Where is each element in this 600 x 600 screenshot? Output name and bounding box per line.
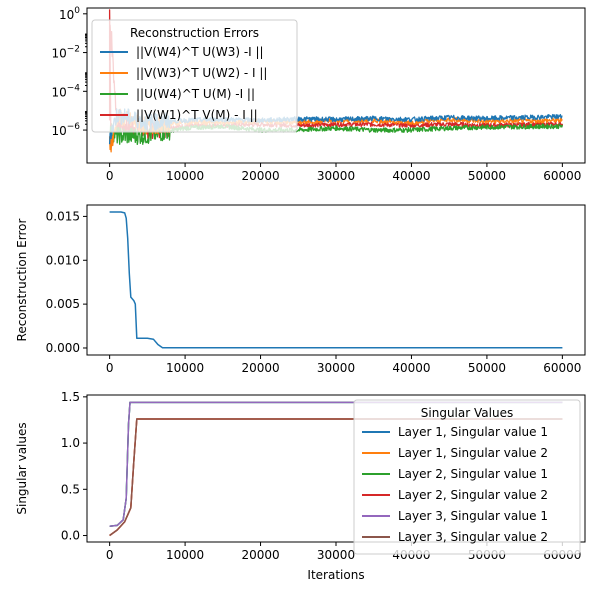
x-tick-label: 10000 [166,361,204,375]
legend-entry: Layer 1, Singular value 1 [398,425,548,439]
x-tick-label: 60000 [543,169,581,183]
y-tick-label: 0.010 [46,253,80,267]
x-axis-label: Iterations [307,568,364,582]
x-tick-label: 40000 [392,169,430,183]
x-tick-label: 0 [106,361,114,375]
x-tick-label: 0 [106,548,114,562]
legend-entry: Layer 3, Singular value 2 [398,530,548,544]
x-tick-label: 50000 [468,361,506,375]
y-tick-label: 1.5 [61,390,80,404]
x-tick-label: 30000 [317,169,355,183]
y-tick-label: 10−2 [51,45,80,61]
y-tick-label: 0.000 [46,341,80,355]
series-line [109,401,563,528]
x-tick-label: 40000 [392,361,430,375]
legend-title: Reconstruction Errors [130,26,259,40]
y-tick-label: 100 [59,6,80,22]
legend-entry: Layer 1, Singular value 2 [398,446,548,460]
y-tick-label: 0.5 [61,482,80,496]
x-tick-label: 20000 [241,548,279,562]
y-tick-label: 10−6 [51,122,80,138]
legend-entry: ||V(W4)^T U(W3) -I || [136,45,264,59]
x-tick-label: 50000 [468,169,506,183]
legend-title: Singular Values [421,406,513,420]
legend-entry: ||U(W4)^T U(M) -I || [136,87,255,101]
y-axis-label: Reconstruction Error [15,219,29,342]
series-line [109,211,563,349]
plot-reconstruction-errors-log: 0 10000 20000 30000 40000 50000 60000 100 10−2 10… [51,6,586,183]
y-tick-label: 0.0 [61,529,80,543]
x-tick-label: 30000 [317,548,355,562]
x-tick-label: 20000 [241,169,279,183]
x-tick-label: 10000 [166,169,204,183]
y-axis-label: Singular values [15,422,29,514]
y-tick-label: 10−4 [51,83,80,99]
x-tick-label: 10000 [166,548,204,562]
legend-entry: Layer 3, Singular value 1 [398,509,548,523]
x-tick-label: 60000 [543,361,581,375]
legend-box [91,19,298,133]
x-tick-label: 30000 [317,361,355,375]
plot-reconstruction-error: 0 10000 20000 30000 40000 50000 60000 0.000 0.00… [15,204,586,375]
legend-box [353,399,581,555]
series-line [109,418,563,537]
legend-entry: ||V(W1)^T V(M) - I || [136,108,258,122]
legend-entry: ||V(W3)^T U(W2) - I || [136,66,267,80]
legend-entry: Layer 2, Singular value 1 [398,467,548,481]
x-tick-label: 20000 [241,361,279,375]
x-tick-label: 0 [106,169,114,183]
legend-entry: Layer 2, Singular value 2 [398,488,548,502]
plot-singular-values: 0 10000 20000 30000 40000 50000 600000.00.51.0… [15,390,586,582]
y-tick-label: 1.0 [61,436,80,450]
y-tick-label: 0.005 [46,297,80,311]
y-tick-label: 0.015 [46,209,80,223]
